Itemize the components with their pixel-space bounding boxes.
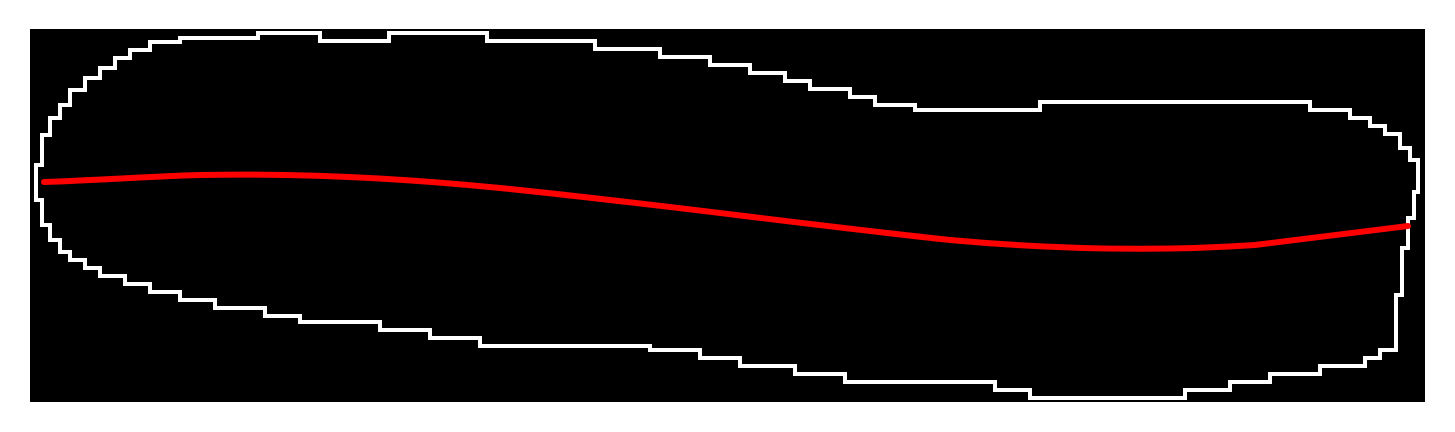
shape-contour (34, 31, 1420, 400)
centerline-curve (41, 171, 1411, 252)
